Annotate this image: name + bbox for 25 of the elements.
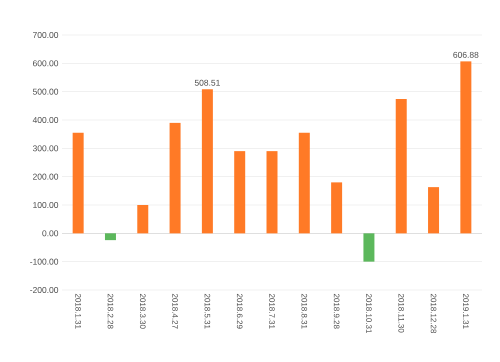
- bar: [298, 132, 310, 234]
- bar: [104, 233, 116, 240]
- bar: [234, 151, 246, 234]
- bar: [363, 233, 374, 262]
- y-tick-label: 400.00: [32, 117, 58, 123]
- bar: [170, 122, 181, 234]
- bar: [331, 182, 342, 234]
- y-tick-label: 100.00: [33, 202, 58, 208]
- data-label: 606.88: [453, 52, 478, 58]
- y-tick-label: -100.00: [30, 258, 58, 265]
- data-label: 508.51: [194, 80, 220, 86]
- y-tick-label: 0.00: [42, 230, 58, 236]
- bar: [202, 89, 213, 234]
- y-tick-label: -200.00: [30, 287, 58, 293]
- y-tick-label: 300.00: [32, 145, 58, 152]
- bar: [137, 205, 148, 234]
- bar: [428, 187, 440, 234]
- bar: [396, 99, 407, 234]
- y-tick-label: 700.00: [33, 32, 58, 38]
- y-tick-label: 600.00: [33, 60, 58, 66]
- bar: [266, 151, 278, 234]
- y-tick-label: 200.00: [33, 174, 58, 180]
- bar: [460, 61, 472, 234]
- bar: [72, 132, 84, 234]
- y-tick-label: 500.00: [32, 88, 58, 95]
